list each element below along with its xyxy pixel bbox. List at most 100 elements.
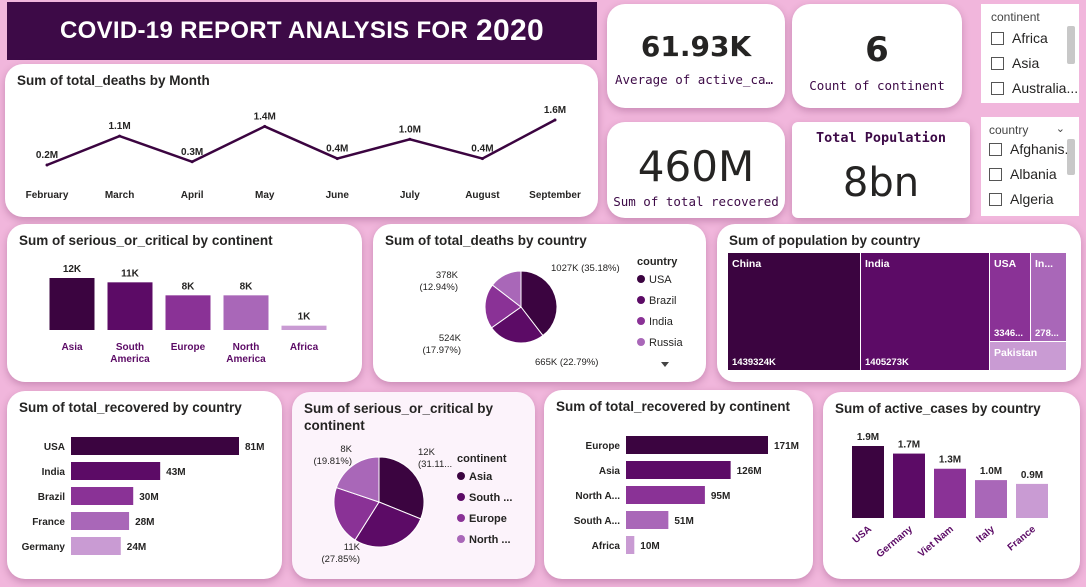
legend-marker <box>637 317 645 325</box>
checkbox[interactable] <box>991 81 1004 95</box>
x-tick-label: North <box>233 342 260 353</box>
x-tick-label: Germany <box>875 524 916 561</box>
recovered-by-country-chart: 81M USA 43M India 30M Brazil 28M France 24M Germa… <box>22 437 264 555</box>
checkbox[interactable] <box>989 192 1002 206</box>
bar <box>165 295 211 330</box>
critical-bar-card[interactable]: Sum of serious_or_critical by continent … <box>7 224 362 382</box>
x-tick-label: July <box>400 190 420 201</box>
data-label: 0.3M <box>181 147 203 158</box>
pie-slice <box>491 270 522 309</box>
x-tick-label: Asia <box>61 342 83 353</box>
data-label: 43M <box>166 467 185 478</box>
data-point <box>553 118 557 122</box>
kpi-card-total-recovered[interactable]: 460M Sum of total recovered <box>607 122 785 218</box>
slicer-item-africa[interactable]: Africa <box>991 30 1048 46</box>
data-label: (31.11... <box>418 459 452 470</box>
chart-title: Sum of population by country <box>729 233 921 248</box>
slicer-scrollbar[interactable] <box>1067 26 1075 64</box>
kpi-value: 6 <box>865 30 889 70</box>
bar <box>71 462 161 480</box>
data-label: 0.4M <box>326 144 348 155</box>
checkbox[interactable] <box>991 31 1004 45</box>
slicer-item-algeria[interactable]: Algeria <box>989 191 1054 207</box>
bar <box>626 536 635 554</box>
line-chart-card[interactable]: Sum of total_deaths by Month 0.2M Februar… <box>5 64 598 217</box>
data-label: 28M <box>135 517 154 528</box>
active-cases-card[interactable]: Sum of active_cases by country 1.9M USA 1.… <box>823 392 1080 579</box>
critical-by-continent-pie: 12K(31.11... 11K(27.85%) 8K(19.81%) contine… <box>313 444 512 565</box>
bar <box>107 282 153 330</box>
slicer-item-label: Asia <box>1012 55 1040 71</box>
data-label: 95M <box>711 491 730 502</box>
x-tick-label: USA <box>851 524 874 546</box>
slicer-item-label: Australia... <box>1012 80 1079 96</box>
slicer-item-albania[interactable]: Albania <box>989 166 1057 182</box>
recovered-continent-card[interactable]: Sum of total_recovered by continent 171M… <box>544 390 813 579</box>
treemap-card[interactable]: Sum of population by country China 143932… <box>717 224 1081 382</box>
continent-slicer[interactable]: continent Africa Asia Australia... <box>981 4 1079 103</box>
slicer-item-asia[interactable]: Asia <box>991 55 1039 71</box>
recovered-by-continent-chart: 171M Europe 126M Asia 95M North A... 51M South … <box>574 436 799 554</box>
y-tick-label: France <box>32 517 65 528</box>
data-label: 30M <box>139 492 158 503</box>
y-tick-label: India <box>42 467 66 478</box>
y-tick-label: South A... <box>574 516 621 527</box>
y-tick-label: Europe <box>586 441 621 452</box>
kpi-label: Average of active_ca... <box>615 72 785 87</box>
y-tick-label: Asia <box>599 466 621 477</box>
kpi-label: Count of continent <box>809 78 945 93</box>
kpi-label: Total Population <box>815 130 947 146</box>
legend-item: Asia <box>469 471 493 483</box>
legend-item: North ... <box>469 534 511 546</box>
checkbox[interactable] <box>989 142 1002 156</box>
data-point <box>408 137 412 141</box>
data-label: 665K (22.79%) <box>535 357 598 368</box>
bar <box>852 446 884 518</box>
checkbox[interactable] <box>989 167 1002 181</box>
bar <box>626 436 768 454</box>
kpi-card-average-active[interactable]: 61.93K Average of active_ca... <box>607 4 785 108</box>
tile-label: China <box>732 258 761 270</box>
pie-slice <box>520 270 558 337</box>
x-tick-label: August <box>465 190 500 201</box>
data-point <box>335 157 339 161</box>
kpi-card-total-population[interactable]: Total Population 8bn <box>792 122 970 218</box>
data-label: 1.3M <box>939 455 961 466</box>
country-slicer[interactable]: country ⌄ Afghanis... Albania Algeria <box>981 117 1079 216</box>
y-tick-label: Brazil <box>38 492 65 503</box>
legend-marker <box>637 275 645 283</box>
bar <box>1016 483 1048 518</box>
y-tick-label: USA <box>44 442 65 453</box>
checkbox[interactable] <box>991 56 1004 70</box>
treemap-tile <box>861 253 989 370</box>
kpi-value: 8bn <box>842 160 920 206</box>
slicer-item-afghanistan[interactable]: Afghanis... <box>989 141 1076 157</box>
slicer-item-australia[interactable]: Australia... <box>991 80 1078 96</box>
x-tick-label: Viet Nam <box>916 524 956 560</box>
bar <box>71 487 134 505</box>
data-label: 0.2M <box>36 150 58 161</box>
slicer-scrollbar[interactable] <box>1067 139 1075 175</box>
x-tick-label: France <box>1006 524 1039 554</box>
legend-title: country <box>637 256 678 268</box>
x-tick-label: September <box>529 190 581 201</box>
data-label: 524K <box>439 333 462 344</box>
data-label: 0.4M <box>471 144 493 155</box>
critical-pie-card[interactable]: Sum of serious_or_critical by continent … <box>292 392 535 579</box>
data-point <box>45 163 49 167</box>
kpi-card-count-continent[interactable]: 6 Count of continent <box>792 4 962 108</box>
bar <box>223 295 269 330</box>
data-label: 1.7M <box>898 440 920 451</box>
slicer-header: country <box>989 123 1029 137</box>
recovered-country-card[interactable]: Sum of total_recovered by country 81M USA… <box>7 391 282 579</box>
chevron-down-icon[interactable]: ⌄ <box>1055 123 1065 135</box>
data-label: 1.0M <box>399 124 421 135</box>
chevron-down-icon <box>661 362 669 367</box>
deaths-pie-card[interactable]: Sum of total_deaths by country 1027K (35… <box>373 224 706 382</box>
tile-value: 1405273K <box>865 357 909 368</box>
legend-marker <box>637 338 645 346</box>
legend-marker <box>457 535 465 543</box>
slicer-item-label: Africa <box>1012 30 1048 46</box>
data-label: 81M <box>245 442 264 453</box>
tile-value: 1439324K <box>732 357 776 368</box>
